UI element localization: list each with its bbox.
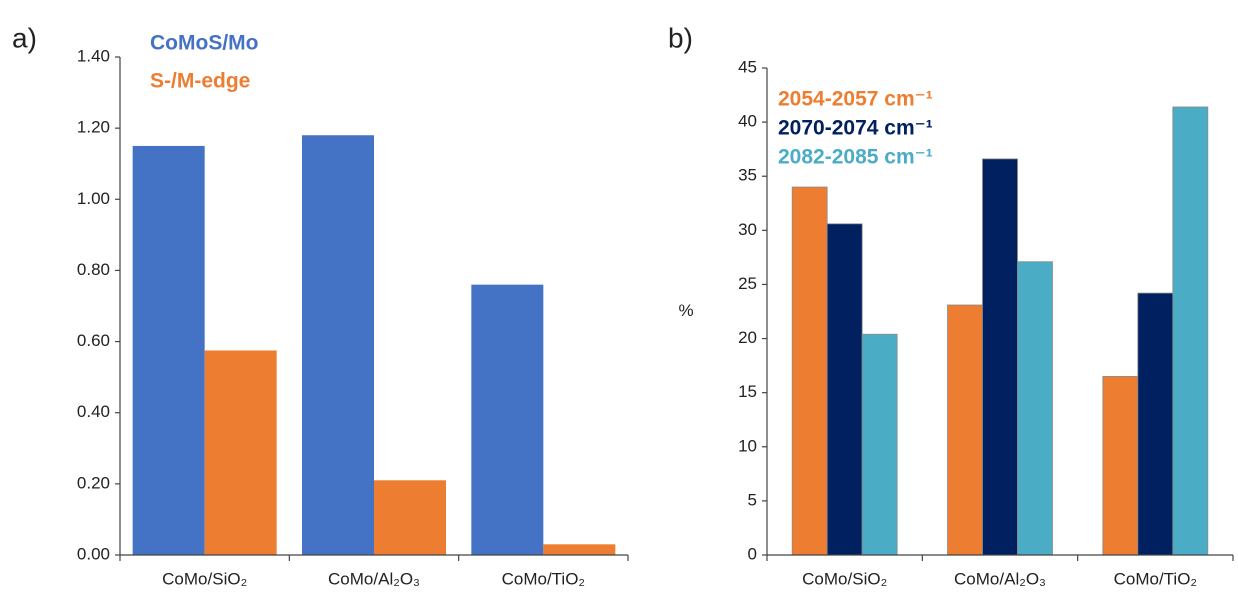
- x-tick-label: CoMo/Al₂O₃: [954, 569, 1046, 588]
- y-tick-label: 0.00: [77, 544, 110, 563]
- panel-label: a): [12, 22, 37, 53]
- y-tick-label: 0: [748, 544, 757, 563]
- bar: [982, 158, 1018, 556]
- y-tick-label: 5: [748, 490, 757, 509]
- panel-label: b): [668, 22, 693, 53]
- y-tick-label: 1.00: [77, 189, 110, 208]
- bar: [471, 284, 544, 555]
- y-tick-label: 0.80: [77, 260, 110, 279]
- y-tick-label: 0.60: [77, 331, 110, 350]
- bar: [1017, 261, 1053, 556]
- y-tick-label: 20: [738, 328, 757, 347]
- bar: [947, 304, 983, 556]
- y-tick-label: 1.40: [77, 46, 110, 65]
- x-tick-label: CoMo/Al₂O₃: [328, 569, 420, 588]
- bar: [1102, 376, 1139, 556]
- legend-entry: 2082-2085 cm⁻¹: [778, 146, 933, 169]
- y-tick-label: 25: [738, 274, 757, 293]
- x-tick-label: CoMo/TiO₂: [1114, 569, 1197, 588]
- y-tick-label: 30: [738, 220, 757, 239]
- bar: [791, 186, 828, 556]
- y-axis-label: %: [678, 301, 693, 320]
- y-tick-label: 0.20: [77, 473, 110, 492]
- x-tick-label: CoMo/SiO₂: [802, 569, 887, 588]
- legend-entry: CoMoS/Mo: [150, 32, 258, 55]
- bar: [132, 145, 205, 555]
- legend-entry: 2070-2074 cm⁻¹: [778, 117, 933, 140]
- y-tick-label: 0.40: [77, 402, 110, 421]
- bar: [826, 223, 863, 556]
- x-tick-label: CoMo/TiO₂: [502, 569, 585, 588]
- y-tick-label: 15: [738, 382, 757, 401]
- bar: [374, 480, 446, 555]
- y-tick-label: 1.20: [77, 118, 110, 137]
- bar: [1137, 292, 1174, 556]
- bar: [861, 333, 898, 556]
- bar: [204, 350, 277, 555]
- bar: [302, 135, 374, 555]
- y-tick-label: 45: [738, 57, 757, 76]
- x-tick-label: CoMo/SiO₂: [162, 569, 247, 588]
- bar: [1172, 106, 1209, 556]
- legend-entry: S-/M-edge: [150, 70, 250, 93]
- legend-entry: 2054-2057 cm⁻¹: [778, 88, 933, 111]
- y-tick-label: 10: [738, 436, 757, 455]
- y-tick-label: 35: [738, 166, 757, 185]
- bar: [543, 544, 616, 555]
- y-tick-label: 40: [738, 112, 757, 131]
